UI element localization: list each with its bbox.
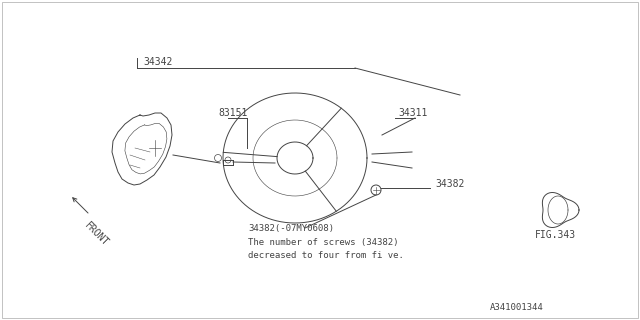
Text: 34342: 34342 [143,57,172,67]
Text: decreased to four from fi ve.: decreased to four from fi ve. [248,252,404,260]
Text: 34382(-07MY0608): 34382(-07MY0608) [248,223,334,233]
Text: The number of screws (34382): The number of screws (34382) [248,237,399,246]
Text: 34311: 34311 [398,108,428,118]
Text: A341001344: A341001344 [490,303,544,313]
Text: FIG.343: FIG.343 [535,230,576,240]
Text: FRONT: FRONT [82,220,110,248]
Text: 34382: 34382 [435,179,465,189]
Text: 83151: 83151 [218,108,248,118]
